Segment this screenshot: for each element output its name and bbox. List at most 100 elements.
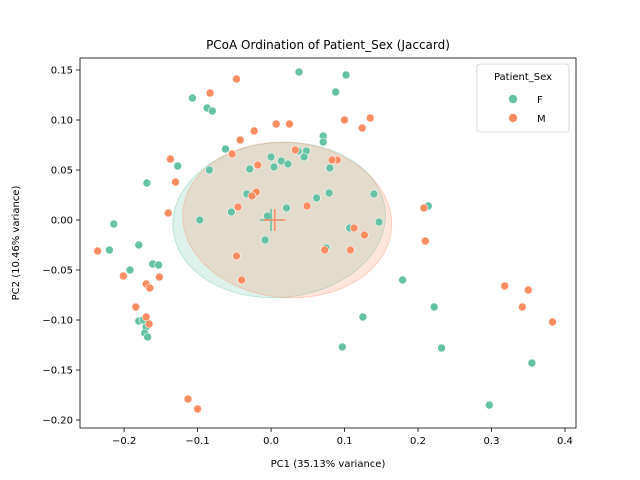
point-f: [437, 343, 446, 353]
point-f: [429, 302, 439, 312]
legend-label-f: F: [537, 95, 543, 106]
x-axis-label: PC1 (35.13% variance): [271, 459, 386, 470]
point-m: [253, 160, 263, 170]
point-m: [205, 88, 215, 98]
point-m: [500, 281, 510, 291]
point-f: [283, 159, 293, 169]
point-m: [237, 275, 246, 285]
y-tick-label: 0.15: [51, 66, 73, 77]
point-m: [193, 404, 202, 414]
point-m: [346, 245, 355, 255]
point-m: [247, 191, 257, 201]
point-f: [299, 152, 309, 162]
point-m: [93, 246, 102, 256]
point-m: [357, 123, 367, 133]
point-f: [154, 260, 163, 270]
point-m: [365, 113, 375, 123]
point-f: [205, 165, 214, 175]
point-f: [484, 400, 494, 410]
point-m: [131, 302, 141, 312]
point-f: [374, 217, 384, 227]
point-f: [207, 106, 217, 116]
point-m: [233, 202, 243, 212]
plot-area-frame: [79, 57, 577, 429]
point-m: [271, 119, 281, 129]
point-m: [523, 285, 533, 295]
x-tick-label: 0.3: [484, 436, 500, 447]
legend-title: Patient_Sex: [494, 72, 552, 83]
x-tick-label: 0.2: [410, 436, 426, 447]
point-f: [142, 178, 152, 188]
point-f: [266, 152, 276, 162]
x-tick-label: −0.2: [112, 436, 136, 447]
point-m: [419, 203, 429, 213]
point-m: [171, 177, 180, 187]
legend-label-m: M: [537, 114, 546, 125]
point-m: [166, 154, 175, 164]
legend-marker-f: [508, 94, 518, 104]
point-m: [360, 230, 369, 240]
point-m: [421, 236, 430, 246]
point-f: [269, 162, 279, 172]
point-m: [349, 223, 359, 233]
point-f: [143, 332, 152, 342]
y-tick-label: −0.15: [42, 366, 73, 377]
point-m: [144, 319, 154, 329]
point-f: [134, 240, 144, 250]
point-m: [183, 394, 193, 404]
point-m: [235, 135, 245, 145]
point-f: [221, 144, 230, 154]
centroid-markers: [260, 209, 286, 231]
point-m: [548, 317, 557, 327]
point-f: [341, 70, 351, 80]
data-points: [93, 67, 557, 414]
point-m: [249, 126, 259, 136]
point-f: [282, 203, 291, 213]
x-tick-label: 0.0: [263, 436, 279, 447]
point-f: [105, 245, 114, 255]
point-m: [227, 149, 237, 159]
x-axis-ticks: −0.2 −0.1 0.0 0.1 0.2 0.3 0.4: [112, 428, 573, 447]
legend-box: [476, 63, 570, 133]
point-m: [155, 272, 164, 282]
point-f: [369, 189, 379, 199]
point-f: [109, 219, 119, 229]
x-tick-label: −0.1: [185, 436, 209, 447]
point-m: [232, 74, 241, 84]
point-f: [318, 137, 328, 147]
point-m: [232, 251, 241, 261]
point-f: [260, 235, 270, 245]
point-f: [398, 275, 407, 285]
point-f: [325, 163, 335, 173]
y-tick-label: 0.10: [51, 116, 73, 127]
point-f: [245, 164, 255, 174]
point-f: [527, 358, 537, 368]
point-f: [227, 207, 236, 217]
point-f: [263, 211, 272, 221]
point-m: [285, 119, 294, 129]
y-tick-label: −0.20: [42, 416, 73, 427]
point-m: [340, 115, 349, 125]
point-f: [125, 265, 135, 275]
point-m: [163, 208, 173, 218]
point-f: [358, 312, 368, 322]
y-tick-label: −0.10: [42, 316, 73, 327]
legend-marker-m: [508, 113, 518, 123]
y-axis-label: PC2 (10.46% variance): [11, 186, 22, 301]
x-tick-label: 0.1: [337, 436, 353, 447]
point-m: [145, 283, 155, 293]
point-f: [294, 67, 304, 77]
x-tick-label: 0.4: [557, 436, 573, 447]
point-f: [188, 93, 197, 103]
chart-title: PCoA Ordination of Patient_Sex (Jaccard): [206, 38, 450, 52]
point-m: [291, 145, 300, 155]
y-axis-ticks: −0.20 −0.15 −0.10 −0.05 0.00 0.05 0.10 0.15: [42, 66, 80, 427]
y-tick-label: 0.00: [51, 216, 73, 227]
y-tick-label: −0.05: [42, 266, 73, 277]
point-f: [195, 215, 205, 225]
legend: Patient_Sex F M: [476, 63, 570, 133]
point-m: [518, 302, 527, 312]
point-f: [338, 342, 347, 352]
point-m: [327, 155, 337, 165]
point-f: [173, 161, 183, 171]
